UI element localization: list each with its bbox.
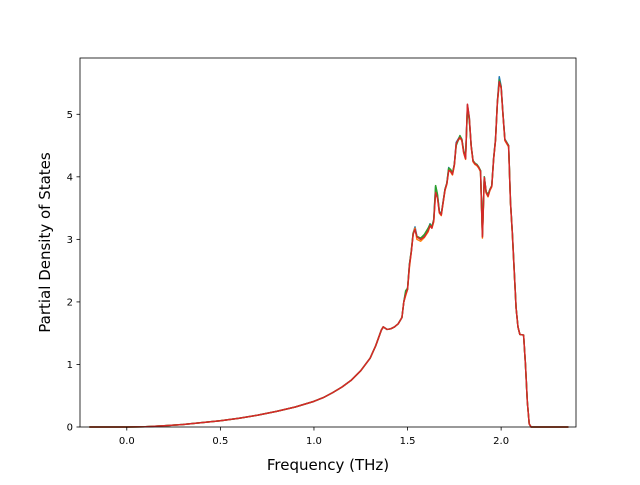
x-tick-label: 0.0 <box>119 436 135 447</box>
y-tick-label: 4 <box>67 172 73 183</box>
x-tick-label: 2.0 <box>493 436 509 447</box>
y-axis-label: Partial Density of States <box>36 152 54 333</box>
x-axis-label: Frequency (THz) <box>267 456 389 474</box>
x-tick-label: 0.5 <box>212 436 228 447</box>
x-tick-label: 1.0 <box>306 436 322 447</box>
ticks-layer: 0.0 0.5 1.0 1.5 2.0 0 1 2 3 4 5 <box>67 110 509 447</box>
y-tick-label: 5 <box>67 110 73 121</box>
y-tick-label: 2 <box>67 297 73 308</box>
series-layer <box>89 76 569 428</box>
y-tick-label: 1 <box>67 360 73 371</box>
plot-frame <box>79 57 577 428</box>
series-line-2 <box>89 82 569 428</box>
y-tick-label: 3 <box>67 235 73 246</box>
series-line-4 <box>89 81 569 428</box>
y-tick-label: 0 <box>67 423 73 434</box>
x-tick-label: 1.5 <box>400 436 416 447</box>
